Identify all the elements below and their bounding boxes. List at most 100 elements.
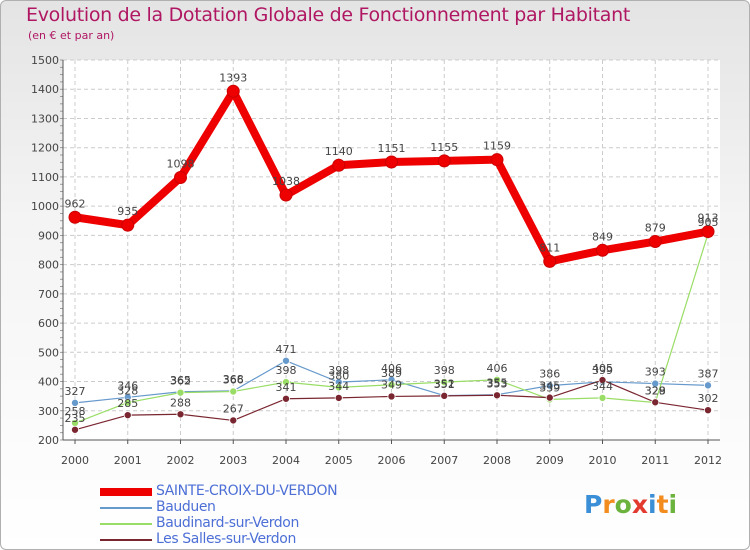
data-label-bauduen: 471 — [276, 343, 297, 356]
y-tick-label: 400 — [38, 376, 59, 389]
data-label-sainte-croix-du-verdon: 1140 — [325, 145, 353, 158]
data-label-sainte-croix-du-verdon: 913 — [698, 212, 719, 225]
data-point-les-salles-sur-verdon — [598, 376, 607, 385]
data-label-bauduen: 399 — [592, 364, 613, 377]
data-point-sainte-croix-du-verdon — [226, 84, 240, 98]
data-point-sainte-croix-du-verdon — [332, 158, 346, 172]
x-tick-label: 2004 — [272, 454, 300, 467]
legend-swatch — [100, 488, 152, 496]
data-label-les-salles-sur-verdon: 285 — [117, 397, 138, 410]
data-label-baudinard-sur-verdon: 406 — [487, 362, 508, 375]
x-tick-label: 2002 — [167, 454, 195, 467]
y-tick-label: 700 — [38, 288, 59, 301]
data-point-bauduen — [651, 379, 660, 388]
data-label-bauduen: 386 — [539, 368, 560, 381]
data-label-baudinard-sur-verdon: 258 — [65, 405, 86, 418]
legend-label: Baudinard-sur-Verdon — [156, 515, 299, 531]
data-label-les-salles-sur-verdon: 329 — [645, 384, 666, 397]
data-label-sainte-croix-du-verdon: 879 — [645, 222, 666, 235]
logo-letter: t — [656, 490, 669, 519]
data-label-sainte-croix-du-verdon: 1098 — [167, 158, 195, 171]
data-point-sainte-croix-du-verdon — [701, 225, 715, 239]
data-point-les-salles-sur-verdon — [704, 406, 713, 415]
data-point-sainte-croix-du-verdon — [174, 171, 187, 185]
data-label-les-salles-sur-verdon: 288 — [170, 396, 191, 409]
data-label-les-salles-sur-verdon: 405 — [592, 362, 613, 375]
data-label-bauduen: 393 — [645, 366, 666, 379]
data-point-baudinard-sur-verdon — [229, 387, 238, 396]
data-point-sainte-croix-du-verdon — [385, 155, 398, 169]
y-tick-label: 1100 — [31, 171, 59, 184]
x-tick-label: 2006 — [378, 454, 406, 467]
data-point-bauduen — [281, 356, 290, 365]
data-label-les-salles-sur-verdon: 302 — [698, 392, 719, 405]
legend-label: SAINTE-CROIX-DU-VERDON — [156, 483, 338, 499]
data-point-sainte-croix-du-verdon — [490, 153, 504, 167]
data-label-sainte-croix-du-verdon: 1159 — [483, 140, 511, 153]
logo-letter: r — [602, 490, 615, 519]
logo-letter: i — [648, 490, 657, 519]
data-label-baudinard-sur-verdon: 339 — [539, 381, 560, 394]
data-label-les-salles-sur-verdon: 351 — [434, 378, 455, 391]
data-point-sainte-croix-du-verdon — [437, 154, 451, 168]
data-point-baudinard-sur-verdon — [123, 398, 132, 407]
data-point-les-salles-sur-verdon — [492, 391, 501, 400]
data-point-les-salles-sur-verdon — [334, 393, 343, 402]
data-point-bauduen — [704, 381, 713, 390]
data-label-sainte-croix-du-verdon: 811 — [539, 241, 560, 254]
data-label-baudinard-sur-verdon: 398 — [276, 364, 297, 377]
data-label-bauduen: 355 — [487, 377, 508, 390]
data-label-les-salles-sur-verdon: 235 — [65, 412, 86, 425]
chart-subtitle: (en € et par an) — [28, 29, 115, 42]
y-tick-label: 200 — [38, 434, 59, 447]
x-tick-label: 2012 — [694, 454, 722, 467]
data-label-bauduen: 365 — [170, 374, 191, 387]
data-label-bauduen: 406 — [381, 362, 402, 375]
legend-swatch — [100, 523, 152, 525]
data-point-baudinard-sur-verdon — [334, 383, 343, 392]
proxiti-logo: Proxiti — [584, 490, 677, 519]
data-label-bauduen: 387 — [698, 367, 719, 380]
y-tick-label: 500 — [38, 346, 59, 359]
data-point-baudinard-sur-verdon — [387, 380, 396, 389]
y-tick-label: 1500 — [31, 54, 59, 67]
x-tick-label: 2011 — [641, 454, 669, 467]
data-label-sainte-croix-du-verdon: 849 — [592, 230, 613, 243]
data-label-baudinard-sur-verdon: 398 — [434, 364, 455, 377]
data-label-bauduen: 346 — [117, 379, 138, 392]
data-label-sainte-croix-du-verdon: 1038 — [272, 175, 300, 188]
data-point-les-salles-sur-verdon — [651, 398, 660, 407]
data-label-les-salles-sur-verdon: 267 — [223, 402, 244, 415]
data-label-baudinard-sur-verdon: 389 — [381, 367, 402, 380]
data-point-baudinard-sur-verdon — [492, 375, 501, 384]
data-label-baudinard-sur-verdon: 380 — [328, 369, 349, 382]
data-point-sainte-croix-du-verdon — [68, 210, 82, 224]
data-label-les-salles-sur-verdon: 353 — [487, 377, 508, 390]
data-point-baudinard-sur-verdon — [281, 378, 290, 387]
data-label-bauduen: 368 — [223, 373, 244, 386]
x-tick-label: 2009 — [536, 454, 564, 467]
x-tick-label: 2003 — [219, 454, 247, 467]
data-point-les-salles-sur-verdon — [71, 425, 80, 434]
data-label-sainte-croix-du-verdon: 962 — [65, 197, 86, 210]
data-point-les-salles-sur-verdon — [281, 394, 290, 403]
data-label-sainte-croix-du-verdon: 935 — [117, 205, 138, 218]
data-point-les-salles-sur-verdon — [176, 410, 185, 419]
data-label-baudinard-sur-verdon: 362 — [170, 375, 191, 388]
data-label-les-salles-sur-verdon: 344 — [328, 380, 349, 393]
logo-letter: P — [584, 490, 603, 519]
y-tick-label: 800 — [38, 259, 59, 272]
x-tick-label: 2001 — [114, 454, 142, 467]
x-tick-label: 2008 — [483, 454, 511, 467]
data-point-les-salles-sur-verdon — [387, 392, 396, 401]
data-point-sainte-croix-du-verdon — [279, 188, 293, 202]
data-label-baudinard-sur-verdon: 328 — [645, 385, 666, 398]
data-point-les-salles-sur-verdon — [123, 411, 132, 420]
data-label-bauduen: 327 — [65, 385, 86, 398]
data-point-les-salles-sur-verdon — [440, 391, 449, 400]
data-point-baudinard-sur-verdon — [598, 393, 607, 402]
data-label-sainte-croix-du-verdon: 1151 — [378, 142, 406, 155]
data-point-bauduen — [71, 398, 80, 407]
y-tick-label: 1300 — [31, 112, 59, 125]
x-tick-label: 2000 — [61, 454, 89, 467]
